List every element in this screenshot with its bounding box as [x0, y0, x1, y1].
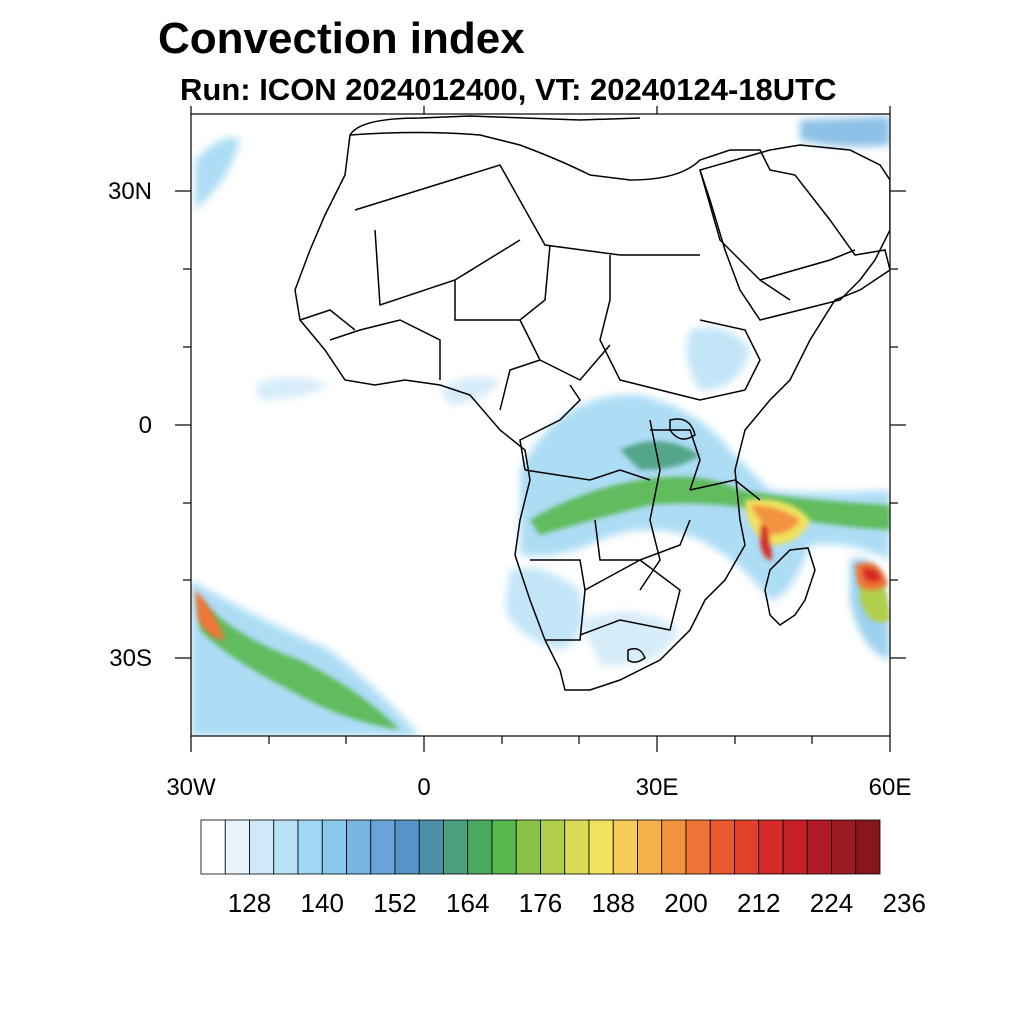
colorbar-swatch	[855, 819, 881, 875]
colorbar-swatch	[346, 819, 372, 875]
colorbar-swatch	[709, 819, 735, 875]
colorbar-swatch	[734, 819, 760, 875]
x-label-0: 0	[417, 774, 431, 801]
colorbar-swatch	[758, 819, 784, 875]
convection-field	[191, 116, 890, 736]
colorbar-label: 176	[518, 888, 563, 918]
x-label-60e: 60E	[868, 774, 912, 801]
colorbar-swatch	[564, 819, 590, 875]
colorbar-label: 140	[300, 888, 344, 918]
x-label-30w: 30W	[166, 774, 216, 801]
colorbar-swatch	[467, 819, 493, 875]
convection-area-southwest	[505, 567, 583, 650]
colorbar-swatch	[370, 819, 396, 875]
convection-area-west-africa	[440, 376, 500, 405]
colorbar-swatch	[637, 819, 663, 875]
y-label-30n: 30N	[107, 178, 152, 205]
colorbar-swatch	[224, 819, 250, 875]
colorbar-label: 236	[882, 888, 926, 918]
colorbar-swatch	[249, 819, 275, 875]
colorbar-swatch	[273, 819, 299, 875]
colorbar-swatch	[515, 819, 541, 875]
madagascar	[764, 547, 816, 626]
colorbar-swatch	[588, 819, 614, 875]
colorbar-label: 188	[591, 888, 635, 918]
convection-area-south-atlantic	[191, 580, 420, 736]
colorbar-swatch	[661, 819, 687, 875]
convection-area-south	[580, 612, 680, 666]
colorbar-swatch	[491, 819, 517, 875]
convection-area-mediterranean	[800, 116, 890, 147]
colorbar-swatch	[612, 819, 638, 875]
convection-area-north-atlantic	[195, 137, 240, 210]
convection-area-east-africa	[686, 327, 750, 390]
colorbar-swatch	[540, 819, 566, 875]
colorbar-label: 152	[373, 888, 417, 918]
colorbar-label: 128	[227, 888, 272, 918]
x-label-30e: 30E	[635, 774, 679, 801]
colorbar-swatch	[321, 819, 347, 875]
map-subtitle: Run: ICON 2024012400, VT: 20240124-18UTC	[180, 72, 837, 107]
colorbar-swatch	[394, 819, 420, 875]
arabian-peninsula	[699, 144, 890, 321]
map-title: Convection index	[158, 14, 525, 63]
colorbar-swatch	[200, 819, 226, 875]
colorbar-label: 212	[737, 888, 781, 918]
y-label-0: 0	[138, 412, 152, 439]
mediterranean-coast	[349, 115, 641, 136]
colorbar-swatch	[831, 819, 857, 875]
colorbar-swatch	[443, 819, 469, 875]
colorbar-swatch	[782, 819, 808, 875]
plot-frame	[175, 106, 906, 752]
convection-area-gulf-guinea	[255, 377, 330, 400]
colorbar	[200, 819, 881, 875]
colorbar-swatch	[685, 819, 711, 875]
colorbar-label: 200	[664, 888, 708, 918]
map-outline	[294, 115, 890, 691]
colorbar-swatch	[297, 819, 323, 875]
y-label-30s: 30S	[109, 645, 152, 672]
colorbar-label: 164	[446, 888, 490, 918]
colorbar-label: 224	[809, 888, 854, 918]
colorbar-swatch	[418, 819, 444, 875]
colorbar-swatch	[806, 819, 832, 875]
